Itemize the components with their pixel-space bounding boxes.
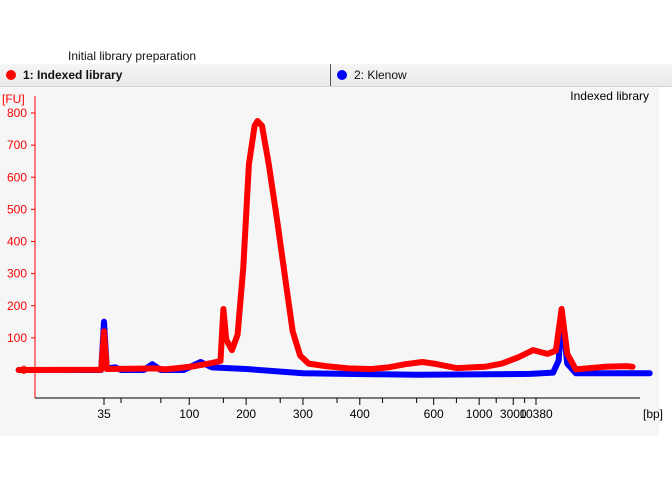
y-tick-label: 500 [7, 202, 27, 216]
x-tick-label: 35 [97, 407, 111, 421]
chart-title: Indexed library [570, 89, 649, 103]
legend-label-indexed-library: 1: Indexed library [23, 68, 123, 82]
chart-header-title: Initial library preparation [68, 49, 197, 63]
y-tick-label: 300 [7, 267, 27, 281]
y-tick-label: 100 [7, 331, 27, 345]
legend-item-indexed-library[interactable]: 1: Indexed library [6, 67, 122, 83]
y-axis-label: [FU] [2, 92, 25, 106]
legend-bar: 1: Indexed library 2: Klenow [0, 64, 672, 87]
x-tick-label: 400 [350, 407, 370, 421]
legend-label-klenow: 2: Klenow [354, 68, 407, 82]
x-tick-label: 200 [236, 407, 256, 421]
series-line-indexed-library [15, 118, 636, 373]
plot-area [0, 87, 659, 436]
x-tick-label: 10380 [519, 407, 553, 421]
y-tick-label: 600 [7, 170, 27, 184]
y-tick-label: 400 [7, 235, 27, 249]
blue-dot-icon [337, 70, 347, 80]
y-tick-label: 200 [7, 299, 27, 313]
x-tick-label: 600 [424, 407, 444, 421]
y-tick-label: 800 [7, 106, 27, 120]
legend-item-klenow[interactable]: 2: Klenow [337, 67, 407, 83]
y-tick-label: 700 [7, 138, 27, 152]
x-tick-label: 3000 [500, 407, 527, 421]
x-tick-label: 100 [179, 407, 199, 421]
x-tick-label: 1000 [466, 407, 493, 421]
red-dot-icon [6, 70, 16, 80]
x-axis-label: [bp] [643, 407, 663, 421]
legend-divider [330, 64, 331, 86]
x-tick-label: 300 [293, 407, 313, 421]
